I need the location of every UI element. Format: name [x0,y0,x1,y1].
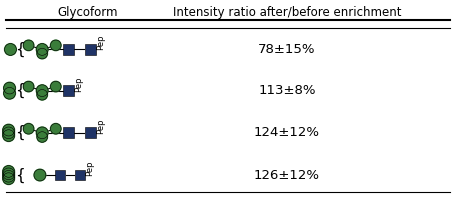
Ellipse shape [23,124,34,134]
FancyBboxPatch shape [63,128,74,138]
Ellipse shape [37,132,47,142]
Text: Intensity ratio after/before enrichment: Intensity ratio after/before enrichment [172,6,400,19]
Ellipse shape [34,169,46,181]
FancyBboxPatch shape [75,170,85,180]
Text: 113±8%: 113±8% [258,84,315,97]
Ellipse shape [23,40,34,51]
Text: 124±12%: 124±12% [253,126,319,139]
Ellipse shape [36,85,48,97]
FancyBboxPatch shape [63,44,74,55]
Ellipse shape [5,44,16,55]
Text: Pep: Pep [96,118,105,134]
Ellipse shape [3,170,15,182]
Ellipse shape [3,124,15,136]
FancyBboxPatch shape [63,85,74,96]
FancyBboxPatch shape [85,44,96,55]
Text: Pep: Pep [96,35,105,50]
FancyBboxPatch shape [55,170,65,180]
Ellipse shape [3,127,15,139]
Ellipse shape [3,166,15,177]
Text: 126±12%: 126±12% [253,169,319,181]
Text: {: { [15,167,24,183]
Text: {: { [15,125,24,140]
Text: {: { [15,83,24,98]
Ellipse shape [4,82,15,94]
Text: 78±15%: 78±15% [258,43,315,56]
Ellipse shape [23,81,34,92]
Text: Pep: Pep [74,76,83,92]
Ellipse shape [3,130,15,141]
Ellipse shape [51,124,61,134]
Ellipse shape [51,81,61,92]
Ellipse shape [37,48,47,59]
Ellipse shape [3,173,15,184]
Ellipse shape [37,90,47,100]
Ellipse shape [36,44,48,55]
Text: {: { [15,42,24,57]
Ellipse shape [4,87,15,99]
Ellipse shape [36,127,48,139]
Text: Glycoform: Glycoform [57,6,117,19]
Text: Pep: Pep [85,161,94,176]
Ellipse shape [51,40,61,51]
Ellipse shape [3,168,15,180]
FancyBboxPatch shape [85,128,96,138]
